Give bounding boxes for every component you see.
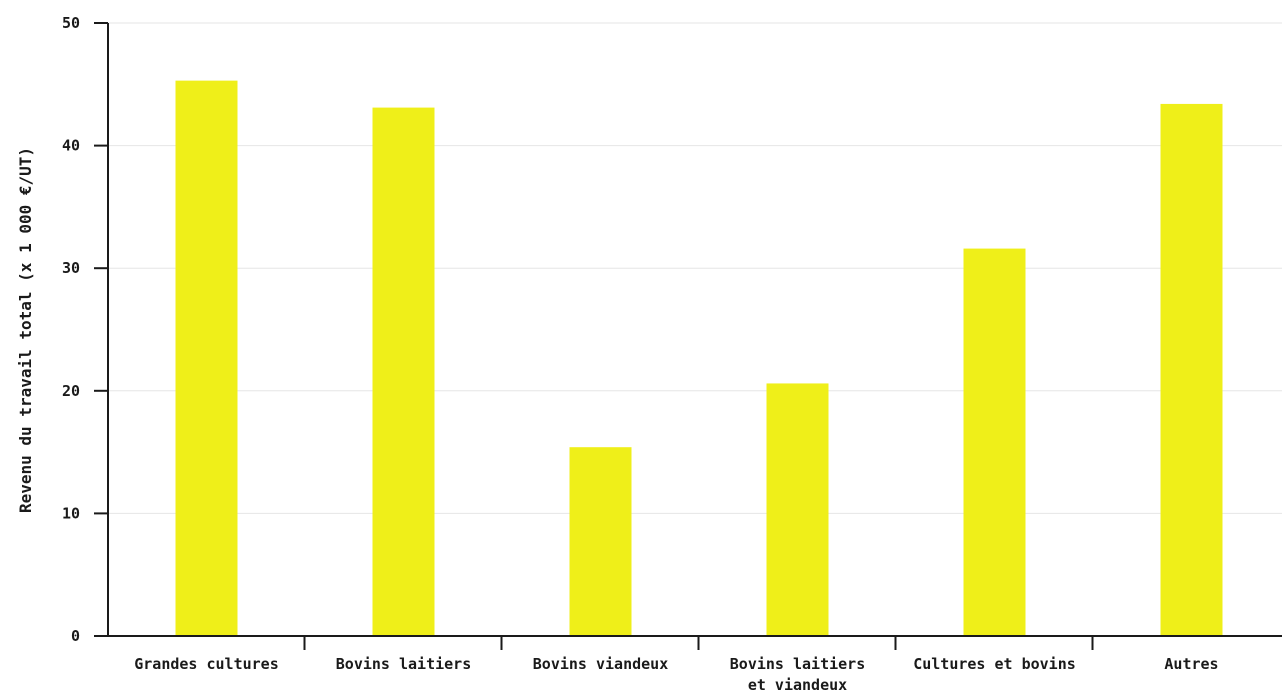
bar-0 <box>175 80 238 636</box>
y-axis-title: Revenu du travail total (x 1 000 €/UT) <box>16 147 35 513</box>
bar-5 <box>1160 103 1223 636</box>
x-category-label: Bovins viandeux <box>533 655 668 673</box>
x-category-label: Autres <box>1164 655 1218 673</box>
y-tick-label: 20 <box>62 382 80 400</box>
y-tick-label: 10 <box>62 504 80 522</box>
labels: 0 10 20 30 40 50 Grandes cultures Bovins laitie… <box>62 14 1219 694</box>
x-category-label: Cultures et bovins <box>913 655 1076 673</box>
x-category-label: Bovins laitiers <box>336 655 471 673</box>
bar-3 <box>766 383 829 636</box>
x-category-label: Grandes cultures <box>134 655 279 673</box>
x-category-label: Bovins laitiers et viandeux <box>730 655 865 694</box>
bar-4 <box>963 248 1026 637</box>
axes <box>94 22 1282 650</box>
y-tick-label: 0 <box>71 627 80 645</box>
y-tick-label: 30 <box>62 259 80 277</box>
bars <box>175 80 1223 637</box>
y-tick-label: 40 <box>62 137 80 155</box>
bar-2 <box>569 447 632 636</box>
y-tick-label: 50 <box>62 14 80 32</box>
gridlines <box>108 22 1282 514</box>
bar-1 <box>372 107 435 637</box>
